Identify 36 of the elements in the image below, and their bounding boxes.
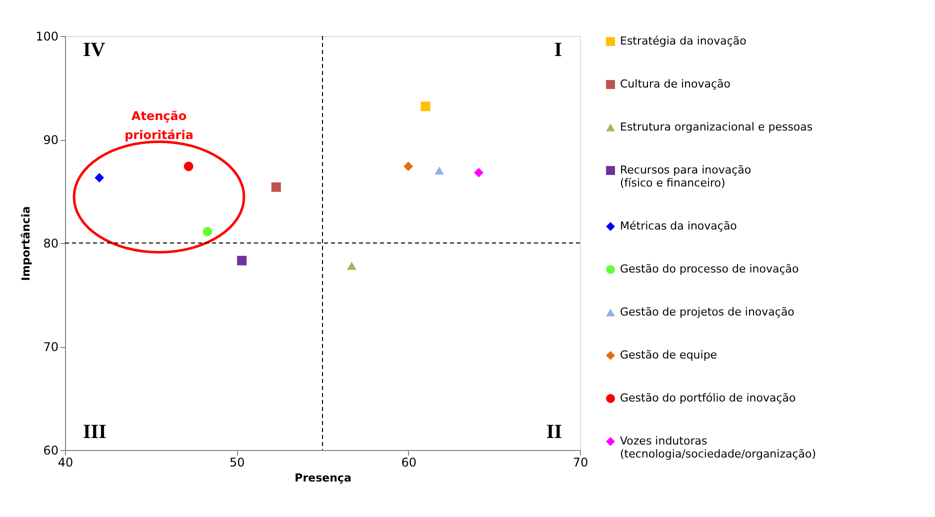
y-tick-label: 80 bbox=[43, 236, 58, 250]
point bbox=[237, 256, 247, 266]
point bbox=[202, 226, 212, 236]
y-tick-label: 60 bbox=[43, 444, 58, 458]
point bbox=[420, 102, 430, 112]
y-tick-label: 100 bbox=[36, 30, 58, 44]
legend-label: Estratégia da inovação bbox=[620, 34, 747, 48]
legend-label: Estrutura organizacional e pessoas bbox=[620, 120, 813, 134]
x-tick-label: 50 bbox=[230, 456, 245, 470]
point bbox=[474, 168, 484, 178]
x-tick-label: 70 bbox=[572, 456, 588, 470]
point bbox=[94, 173, 104, 183]
point bbox=[271, 182, 281, 192]
legend-label: Recursos para inovação (físico e financeiro) bbox=[620, 164, 752, 190]
annotation: III bbox=[83, 421, 107, 443]
legend-label: Gestão do portfólio de inovação bbox=[620, 392, 796, 404]
y-tick-label: 90 bbox=[43, 133, 58, 147]
point bbox=[404, 162, 414, 172]
y-axis-title: Importância bbox=[20, 206, 33, 281]
annotation: Atenção prioritária bbox=[124, 109, 194, 142]
annotation: I bbox=[554, 39, 562, 61]
annotation: IV bbox=[83, 39, 106, 61]
x-axis-title: Presença bbox=[294, 472, 352, 484]
legend-label: Gestão de equipe bbox=[620, 348, 718, 362]
x-tick-label: 40 bbox=[58, 456, 74, 470]
point bbox=[434, 166, 444, 175]
legend-label: Vozes indutoras (tecnologia/sociedade/organização) bbox=[620, 434, 816, 460]
legend-label: Métricas da inovação bbox=[620, 220, 738, 232]
point bbox=[346, 262, 356, 270]
legend-label: Gestão do processo de inovação bbox=[620, 262, 800, 276]
legend-label: Cultura de inovação bbox=[620, 78, 731, 90]
y-tick-label: 70 bbox=[43, 340, 58, 354]
x-tick-label: 60 bbox=[401, 456, 416, 470]
legend-label: Gestão de projetos de inovação bbox=[620, 306, 795, 318]
point bbox=[184, 162, 194, 172]
annotation: II bbox=[546, 421, 562, 443]
